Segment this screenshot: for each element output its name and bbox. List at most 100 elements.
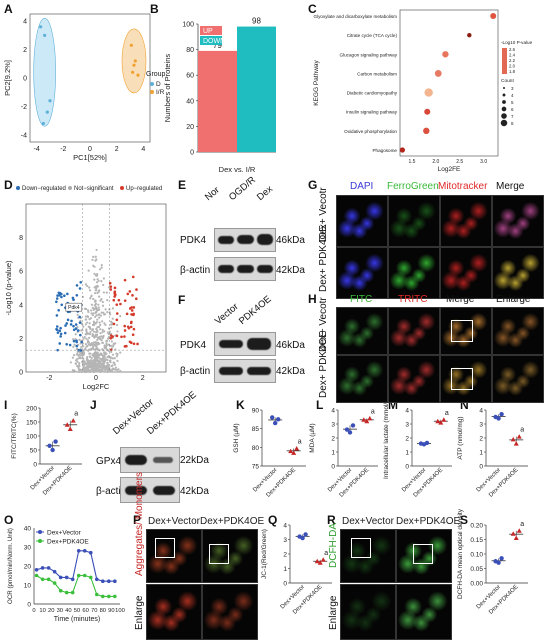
blot-f-mw-0: 46kDa [276,340,305,351]
ocr-point [82,573,87,578]
dot-M-ytick: 1 [405,450,409,457]
volcano-point-ns [89,317,93,320]
dot-I-ytick: 150 [26,420,37,427]
volcano-point-ns [107,350,110,353]
volcano-point-ns [87,269,90,272]
volcano-point-up [134,297,138,301]
volcano-point-ns [102,283,105,287]
band [218,265,234,273]
volcano-ytick: 8 [19,235,23,242]
panel-label-f: F [178,293,186,307]
volcano-point-ns [103,330,106,333]
bar-value-label: 98 [252,17,261,26]
volcano-point-ns [88,352,91,355]
volcano-point-ns [94,292,97,295]
volcano-point-ns [84,323,87,326]
enlarge-selection-box [451,368,473,390]
volcano-point-ns [111,317,114,320]
volcano-point-ns [92,323,96,327]
dot-K-point [270,415,275,420]
volcano-point-up [109,288,113,291]
volcano-point-ns [92,367,95,370]
dot-I-ytick: 200 [26,406,37,413]
volcano-point-ns [107,363,110,366]
volcano-point-ns [100,335,103,338]
volcano-point-up [130,309,134,312]
volcano-point-up [123,278,127,282]
volcano-point-ns [100,280,103,283]
volcano-point-ns [97,353,101,357]
volcano-point-ns [78,361,81,365]
volcano-point-ns [94,360,97,363]
pca-legend-dot [150,82,154,86]
volcano-point-ns [119,315,122,318]
volcano-point-ns [78,363,81,367]
volcano-point-ns [74,362,78,366]
volcano-point-ns [113,363,117,366]
pca-xlabel: PC1[52%] [73,153,107,162]
band [257,234,273,245]
volcano-point-ns [79,357,82,360]
volcano-ytick: 6 [19,269,23,276]
volcano-point-ns [98,316,101,319]
volcano-point-up [135,288,138,291]
volcano-point-ns [91,306,94,309]
blot-e-col-0: Nor [202,184,222,203]
volcano-point-ns [89,297,92,300]
volcano-point-ns [108,370,111,373]
kegg-category: Insulin signaling pathway [346,110,398,115]
dot-K-sig: a [298,438,302,445]
dot-S-ytick: 0.10 [470,552,483,559]
ocr-xtick: 90 [108,608,114,614]
volcano-point-down [75,344,79,348]
dot-I-point [50,447,55,453]
volcano-point-ns [84,367,87,370]
volcano-point-ns [99,332,102,335]
kegg-bubble [442,51,449,58]
volcano-point-up [115,334,119,338]
dot-N-point [496,416,501,421]
volcano-point-ns [76,364,79,368]
dot-N-sig: a [520,427,524,434]
pca-ytick: 4 [23,19,27,26]
volcano-point-ns [88,322,91,325]
pca-point [48,99,52,103]
volcano-point-ns [97,306,100,309]
volcano-point-ns [96,341,100,344]
dot-L-ylabel: MDA (µM) [309,423,316,452]
pca-ytick: -4 [21,132,27,139]
volcano-point-down [57,308,60,312]
volcano-point-ns [105,342,108,345]
pca-point [43,33,47,37]
volcano-point-ns [97,325,101,329]
volcano-point-ns [75,358,78,361]
bar-ytick: 100 [182,22,194,29]
dot-N-ytick: 4 [479,408,483,415]
volcano-point-ns [102,291,106,294]
volcano-point-ns [88,289,92,292]
bar-xlabel: Dex vs. I/R [219,165,256,174]
volcano-point-up [115,303,119,306]
volcano-point-ns [90,312,93,315]
volcano-legend-label: Not−significant [74,186,114,192]
volcano-point-ns [78,353,81,356]
volcano-point-ns [114,366,118,369]
volcano-point-ns [91,334,94,338]
volcano-point-ns [71,356,74,359]
dot-M-ytick: 0 [405,464,409,471]
volcano-point-ns [86,344,89,347]
volcano-point-down [65,322,69,325]
volcano-point-down [74,327,78,330]
dot-L-point [350,423,356,428]
dot-K-ytick: 85 [252,426,260,433]
dot-Q-point [320,557,326,562]
volcano-point-ns [106,310,109,314]
volcano-point-ns [83,335,86,339]
volcano-point-ns [91,329,94,332]
volcano-point-up [115,312,119,315]
pca-legend-title: Group [146,71,166,78]
volcano-point-down [57,291,61,295]
volcano-point-up [109,336,113,340]
volcano-legend-label: Up−regulated [126,186,162,192]
volcano-point-ns [96,284,99,288]
